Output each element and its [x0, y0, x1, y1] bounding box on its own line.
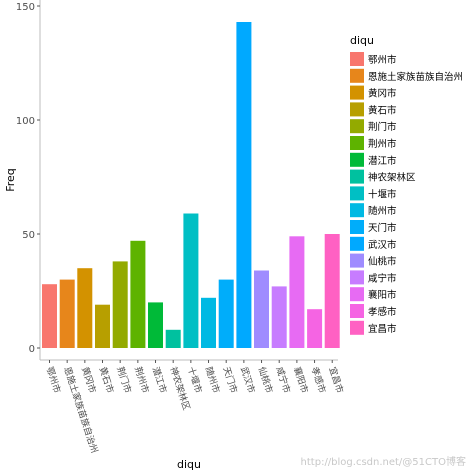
bar-14 — [271, 286, 287, 348]
bar-7 — [148, 302, 163, 348]
bar-15 — [289, 236, 305, 348]
bar-11 — [218, 279, 234, 348]
legend-swatch — [350, 304, 364, 318]
legend-label: 鄂州市 — [368, 54, 397, 66]
legend: diqu 鄂州市恩施土家族苗族自治州黄冈市黄石市荆门市荆州市潜江市神农架林区十堰… — [350, 34, 463, 335]
bar-3 — [77, 268, 93, 348]
y-ticks: 0 50 100 150 — [16, 2, 40, 355]
legend-label: 天门市 — [368, 222, 397, 234]
legend-swatch — [350, 220, 364, 234]
legend-swatch — [350, 320, 364, 335]
legend-label: 荆门市 — [368, 121, 397, 133]
y-tick-label: 0 — [29, 344, 35, 355]
bar-17 — [324, 234, 340, 348]
legend-swatch — [350, 236, 364, 251]
legend-label: 武汉市 — [368, 239, 397, 251]
legend-label: 孝感市 — [368, 306, 397, 318]
legend-label: 随州市 — [368, 205, 397, 217]
x-tick-label: 武汉市 — [238, 365, 258, 394]
bar-12 — [236, 22, 252, 348]
x-tick-label: 襄阳市 — [291, 365, 311, 394]
legend-swatch — [350, 136, 364, 150]
legend-swatch — [350, 253, 364, 268]
legend-label: 黄冈市 — [368, 88, 397, 100]
y-axis-title: Freq — [4, 168, 17, 192]
legend-swatch — [350, 52, 364, 66]
x-tick-label: 咸宁市 — [273, 365, 293, 394]
bar-4 — [95, 304, 110, 348]
legend-label: 荆州市 — [368, 138, 397, 150]
x-axis-title: diqu — [177, 458, 201, 471]
bar-2 — [59, 279, 75, 348]
legend-title: diqu — [350, 34, 374, 47]
bars — [42, 22, 340, 348]
legend-label: 恩施土家族苗族自治州 — [368, 71, 463, 83]
legend-swatch — [350, 85, 364, 100]
legend-swatch — [350, 203, 364, 218]
legend-swatch — [350, 287, 364, 302]
bar-9 — [183, 213, 199, 348]
legend-label: 神农架林区 — [368, 172, 416, 184]
bar-10 — [201, 297, 216, 348]
legend-swatch — [350, 186, 364, 201]
x-tick-label: 十堰市 — [185, 365, 205, 394]
bar-6 — [130, 240, 146, 348]
bar-5 — [112, 261, 128, 348]
legend-label: 黄石市 — [368, 104, 397, 116]
y-tick-label: 150 — [16, 2, 35, 13]
legend-swatch — [350, 102, 364, 117]
legend-label: 潜江市 — [368, 155, 397, 167]
legend-label: 十堰市 — [368, 188, 397, 200]
legend-label: 襄阳市 — [368, 289, 397, 301]
legend-swatch — [350, 152, 364, 167]
legend-swatch — [350, 270, 364, 285]
legend-label: 宜昌市 — [368, 323, 397, 335]
legend-swatch — [350, 169, 364, 184]
x-ticks: 鄂州市 恩施土家族苗族自治州黄冈市 黄石市 荆门市 荆州市 潜江市 神农架林区十堰市 随州市天… — [44, 360, 346, 455]
x-tick-label: 荆州市 — [132, 365, 152, 394]
legend-swatch — [350, 119, 364, 134]
y-tick-label: 50 — [22, 230, 35, 241]
bar-8 — [165, 329, 181, 348]
legend-label: 咸宁市 — [368, 272, 397, 284]
x-tick-label: 黄石市 — [97, 365, 117, 394]
bar-1 — [42, 284, 57, 348]
watermark: http://blog.csdn.net/@51CTO博客 — [300, 457, 466, 468]
x-tick-label: 荆门市 — [114, 365, 134, 394]
x-tick-label: 天门市 — [220, 365, 240, 394]
x-tick-label: 孝感市 — [309, 365, 329, 394]
x-tick-label: 仙桃市 — [256, 365, 276, 394]
bar-16 — [307, 309, 323, 348]
bar-13 — [254, 270, 269, 348]
x-tick-label: 黄冈市 — [79, 365, 99, 394]
x-tick-label: 随州市 — [203, 365, 223, 394]
y-tick-label: 100 — [16, 116, 35, 127]
x-tick-label: 潜江市 — [150, 365, 170, 394]
x-tick-label: 宜昌市 — [326, 365, 346, 394]
legend-swatch — [350, 68, 364, 83]
x-tick-label: 恩施土家族苗族自治州 — [61, 365, 100, 454]
x-tick-label: 鄂州市 — [44, 365, 64, 394]
legend-label: 仙桃市 — [368, 256, 397, 268]
